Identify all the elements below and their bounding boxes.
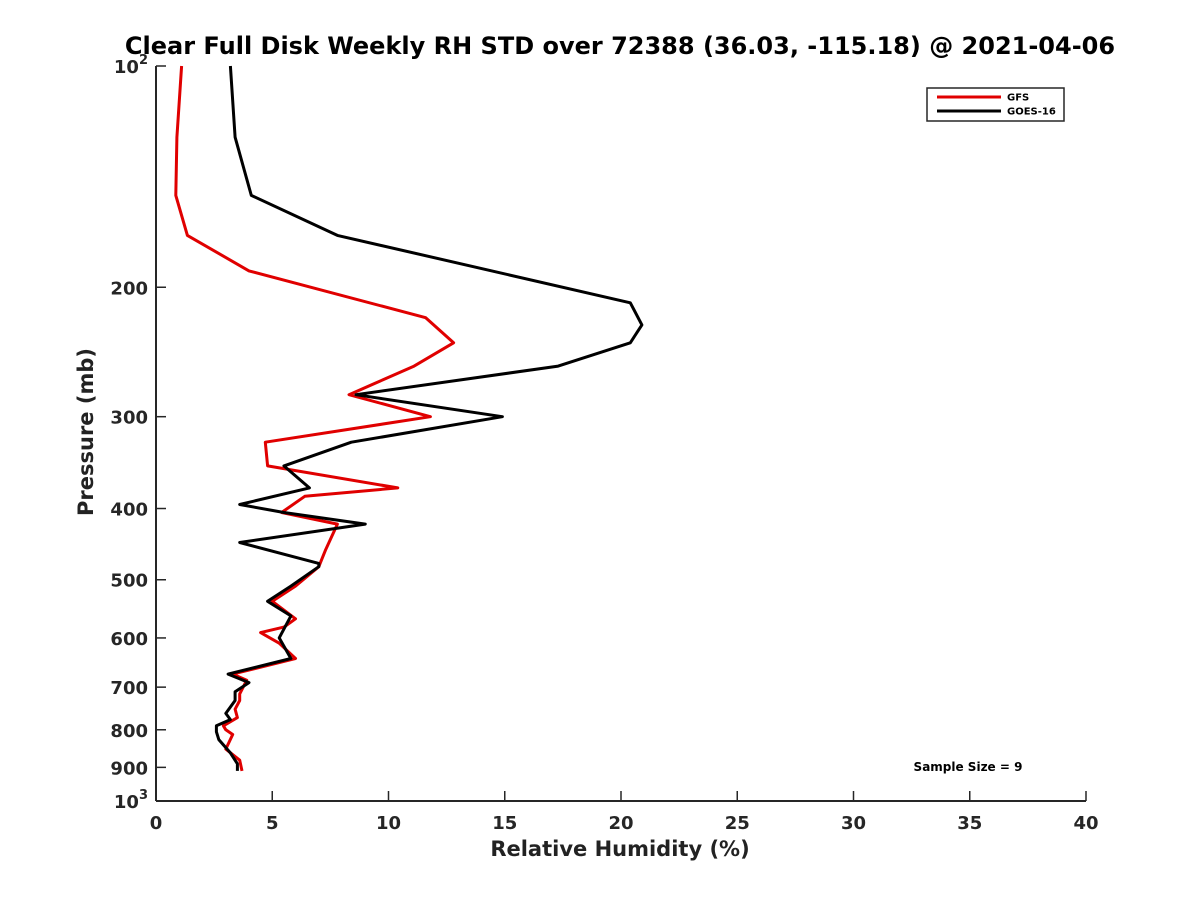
sample-size-annotation: Sample Size = 9 [914, 760, 1023, 774]
legend-label-goes-16: GOES-16 [1007, 107, 1056, 118]
legend-box [926, 87, 1065, 122]
y-tick-label: 300 [110, 408, 148, 429]
y-tick-label: 102 [114, 53, 148, 78]
x-tick-label: 0 [150, 813, 163, 834]
x-tick-label: 25 [725, 813, 750, 834]
chart-title: Clear Full Disk Weekly RH STD over 72388… [125, 32, 1115, 60]
y-tick-label: 800 [110, 721, 148, 742]
y-tick-label: 400 [110, 500, 148, 521]
series-line-goes-16 [214, 65, 644, 771]
x-tick-label: 15 [492, 813, 517, 834]
x-tick-label: 30 [841, 813, 866, 834]
x-tick-label: 35 [957, 813, 982, 834]
x-tick-label: 5 [266, 813, 279, 834]
y-tick-label: 500 [110, 571, 148, 592]
x-tick-label: 40 [1073, 813, 1098, 834]
y-tick-label: 900 [110, 758, 148, 779]
x-tick-label: 10 [376, 813, 401, 834]
y-axis-label: Pressure (mb) [74, 348, 98, 516]
y-tick-label: 600 [110, 629, 148, 650]
y-tick-label: 103 [114, 788, 148, 813]
series-line-gfs [174, 65, 456, 772]
x-tick-label: 20 [608, 813, 633, 834]
y-tick-label: 700 [110, 678, 148, 699]
legend: GFS GOES-16 [926, 87, 1065, 122]
plot-area: 0 5 10 15 20 25 30 35 40 102 200 300 400 500 600 700 800… [110, 53, 1098, 834]
x-axis-label: Relative Humidity (%) [490, 837, 749, 861]
y-tick-label: 200 [110, 278, 148, 299]
legend-label-gfs: GFS [1007, 93, 1029, 104]
